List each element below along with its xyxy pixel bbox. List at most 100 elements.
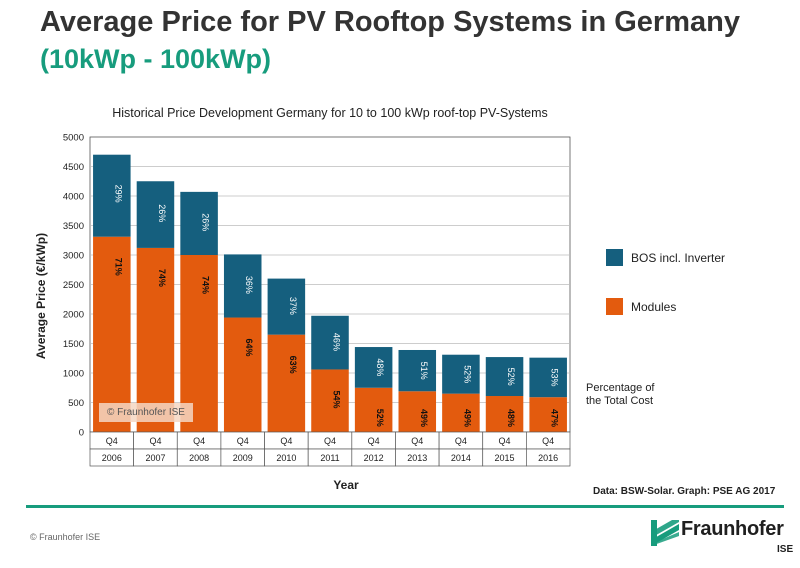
data-label-modules: 54% bbox=[332, 390, 342, 408]
x-tick-quarter: Q4 bbox=[193, 436, 205, 446]
x-tick-year: 2006 bbox=[102, 453, 122, 463]
data-label-modules: 52% bbox=[375, 409, 385, 427]
data-label-bos: 26% bbox=[157, 204, 167, 222]
legend-label-bos: BOS incl. Inverter bbox=[631, 250, 726, 265]
bar-modules-2014 bbox=[442, 393, 480, 432]
data-label-modules: 74% bbox=[201, 276, 211, 294]
y-tick-label: 3000 bbox=[63, 251, 84, 262]
y-tick-label: 4000 bbox=[63, 192, 84, 203]
bar-bos-2013 bbox=[398, 349, 437, 392]
bar-bos-2007 bbox=[136, 181, 175, 248]
watermark: © Fraunhofer ISE bbox=[99, 403, 193, 422]
x-tick-year: 2012 bbox=[364, 453, 384, 463]
data-label-modules: 71% bbox=[113, 258, 123, 276]
bars: 71% 29% 74% 26% 74% 26% 64% 36% 63% 37% 54% 46% 52% 4… bbox=[93, 154, 567, 432]
bar-modules-2015 bbox=[485, 396, 524, 432]
data-label-modules: 48% bbox=[506, 409, 516, 427]
legend-swatch-modules bbox=[606, 298, 623, 315]
data-label-bos: 36% bbox=[244, 276, 254, 294]
footer-copyright: © Fraunhofer ISE bbox=[30, 532, 101, 542]
price-chart: Historical Price Development Germany for… bbox=[34, 106, 571, 492]
logo-ise: ISE bbox=[777, 544, 794, 555]
data-label-modules: 49% bbox=[462, 409, 472, 427]
data-label-bos: 51% bbox=[419, 362, 429, 380]
note-line-2: the Total Cost bbox=[586, 395, 654, 407]
data-label-modules: 63% bbox=[288, 356, 298, 374]
bar-bos-2009 bbox=[223, 254, 262, 318]
data-label-bos: 53% bbox=[550, 368, 560, 386]
x-axis-label: Year bbox=[333, 478, 359, 492]
chart-title: Historical Price Development Germany for… bbox=[112, 106, 548, 120]
y-tick-label: 2500 bbox=[63, 280, 84, 291]
bar-bos-2010 bbox=[267, 278, 306, 335]
data-label-bos: 52% bbox=[506, 368, 516, 386]
bar-modules-2011 bbox=[311, 369, 349, 432]
data-label-bos: 46% bbox=[332, 333, 342, 351]
data-label-modules: 49% bbox=[419, 409, 429, 427]
x-tick-year: 2009 bbox=[233, 453, 253, 463]
y-tick-label: 0 bbox=[79, 428, 84, 439]
data-label-bos: 29% bbox=[113, 185, 123, 203]
bar-modules-2016 bbox=[529, 397, 567, 432]
x-tick-quarter: Q4 bbox=[106, 436, 118, 446]
x-tick-quarter: Q4 bbox=[324, 436, 336, 446]
bar-bos-2016 bbox=[529, 357, 567, 398]
x-tick-year: 2013 bbox=[407, 453, 427, 463]
footer-divider bbox=[26, 505, 784, 508]
x-tick-year: 2016 bbox=[538, 453, 558, 463]
data-label-bos: 26% bbox=[201, 213, 211, 231]
page-title: Average Price for PV Rooftop Systems in … bbox=[40, 6, 740, 38]
bar-modules-2012 bbox=[354, 387, 393, 432]
bar-bos-2008 bbox=[180, 191, 218, 255]
x-tick-year: 2011 bbox=[320, 453, 339, 463]
bar-modules-2006 bbox=[93, 236, 131, 432]
bar-bos-2014 bbox=[442, 354, 480, 394]
x-cell-year bbox=[526, 448, 571, 467]
data-label-modules: 47% bbox=[550, 409, 560, 427]
data-label-modules: 64% bbox=[244, 339, 254, 357]
bar-bos-2012 bbox=[354, 347, 393, 388]
legend-item-bos: BOS incl. Inverter bbox=[606, 249, 725, 266]
page-subtitle: (10kWp - 100kWp) bbox=[40, 44, 272, 74]
x-tick-quarter: Q4 bbox=[411, 436, 423, 446]
bar-modules-2007 bbox=[136, 247, 175, 432]
x-tick-quarter: Q4 bbox=[455, 436, 467, 446]
y-tick-label: 1500 bbox=[63, 339, 84, 350]
y-tick-label: 4500 bbox=[63, 162, 84, 173]
y-tick-label: 5000 bbox=[63, 133, 84, 144]
bar-bos-2006 bbox=[93, 154, 131, 237]
data-label-bos: 52% bbox=[462, 365, 472, 383]
x-tick-quarter: Q4 bbox=[237, 436, 249, 446]
data-label-modules: 74% bbox=[157, 269, 167, 287]
bar-bos-2015 bbox=[485, 357, 524, 397]
bar-modules-2013 bbox=[398, 391, 437, 432]
x-tick-quarter: Q4 bbox=[368, 436, 380, 446]
y-tick-label: 3500 bbox=[63, 221, 84, 232]
bar-bos-2011 bbox=[311, 315, 349, 370]
note-line-1: Percentage of bbox=[586, 382, 655, 394]
y-tick-label: 1000 bbox=[63, 369, 84, 380]
x-tick-year: 2014 bbox=[451, 453, 471, 463]
y-tick-label: 500 bbox=[68, 398, 84, 409]
bar-modules-2010 bbox=[267, 334, 306, 432]
bar-modules-2008 bbox=[180, 255, 218, 432]
legend-label-modules: Modules bbox=[631, 299, 677, 314]
x-axis-cells: Q4 2006 Q4 2007 Q4 2008 Q4 2009 Q4 2010 Q4 2011 Q4 20… bbox=[89, 431, 571, 467]
legend-item-modules: Modules bbox=[606, 298, 676, 315]
x-tick-quarter: Q4 bbox=[542, 436, 554, 446]
data-label-bos: 48% bbox=[375, 358, 385, 376]
data-label-bos: 37% bbox=[288, 297, 298, 315]
x-tick-quarter: Q4 bbox=[280, 436, 292, 446]
x-tick-year: 2010 bbox=[276, 453, 296, 463]
x-tick-year: 2015 bbox=[495, 453, 515, 463]
legend-swatch-bos bbox=[606, 249, 623, 266]
x-tick-quarter: Q4 bbox=[149, 436, 161, 446]
fraunhofer-logo-icon bbox=[651, 520, 679, 546]
x-tick-quarter: Q4 bbox=[499, 436, 511, 446]
x-tick-year: 2008 bbox=[189, 453, 209, 463]
y-tick-label: 2000 bbox=[63, 310, 84, 321]
data-source: Data: BSW-Solar. Graph: PSE AG 2017 bbox=[593, 486, 776, 497]
percentage-note: Percentage of the Total Cost bbox=[586, 382, 686, 408]
y-axis-ticks: 0 500 1000 1500 2000 2500 3000 3500 4000 4500 5000 bbox=[63, 133, 84, 439]
y-axis-label: Average Price (€/kWp) bbox=[34, 233, 48, 359]
